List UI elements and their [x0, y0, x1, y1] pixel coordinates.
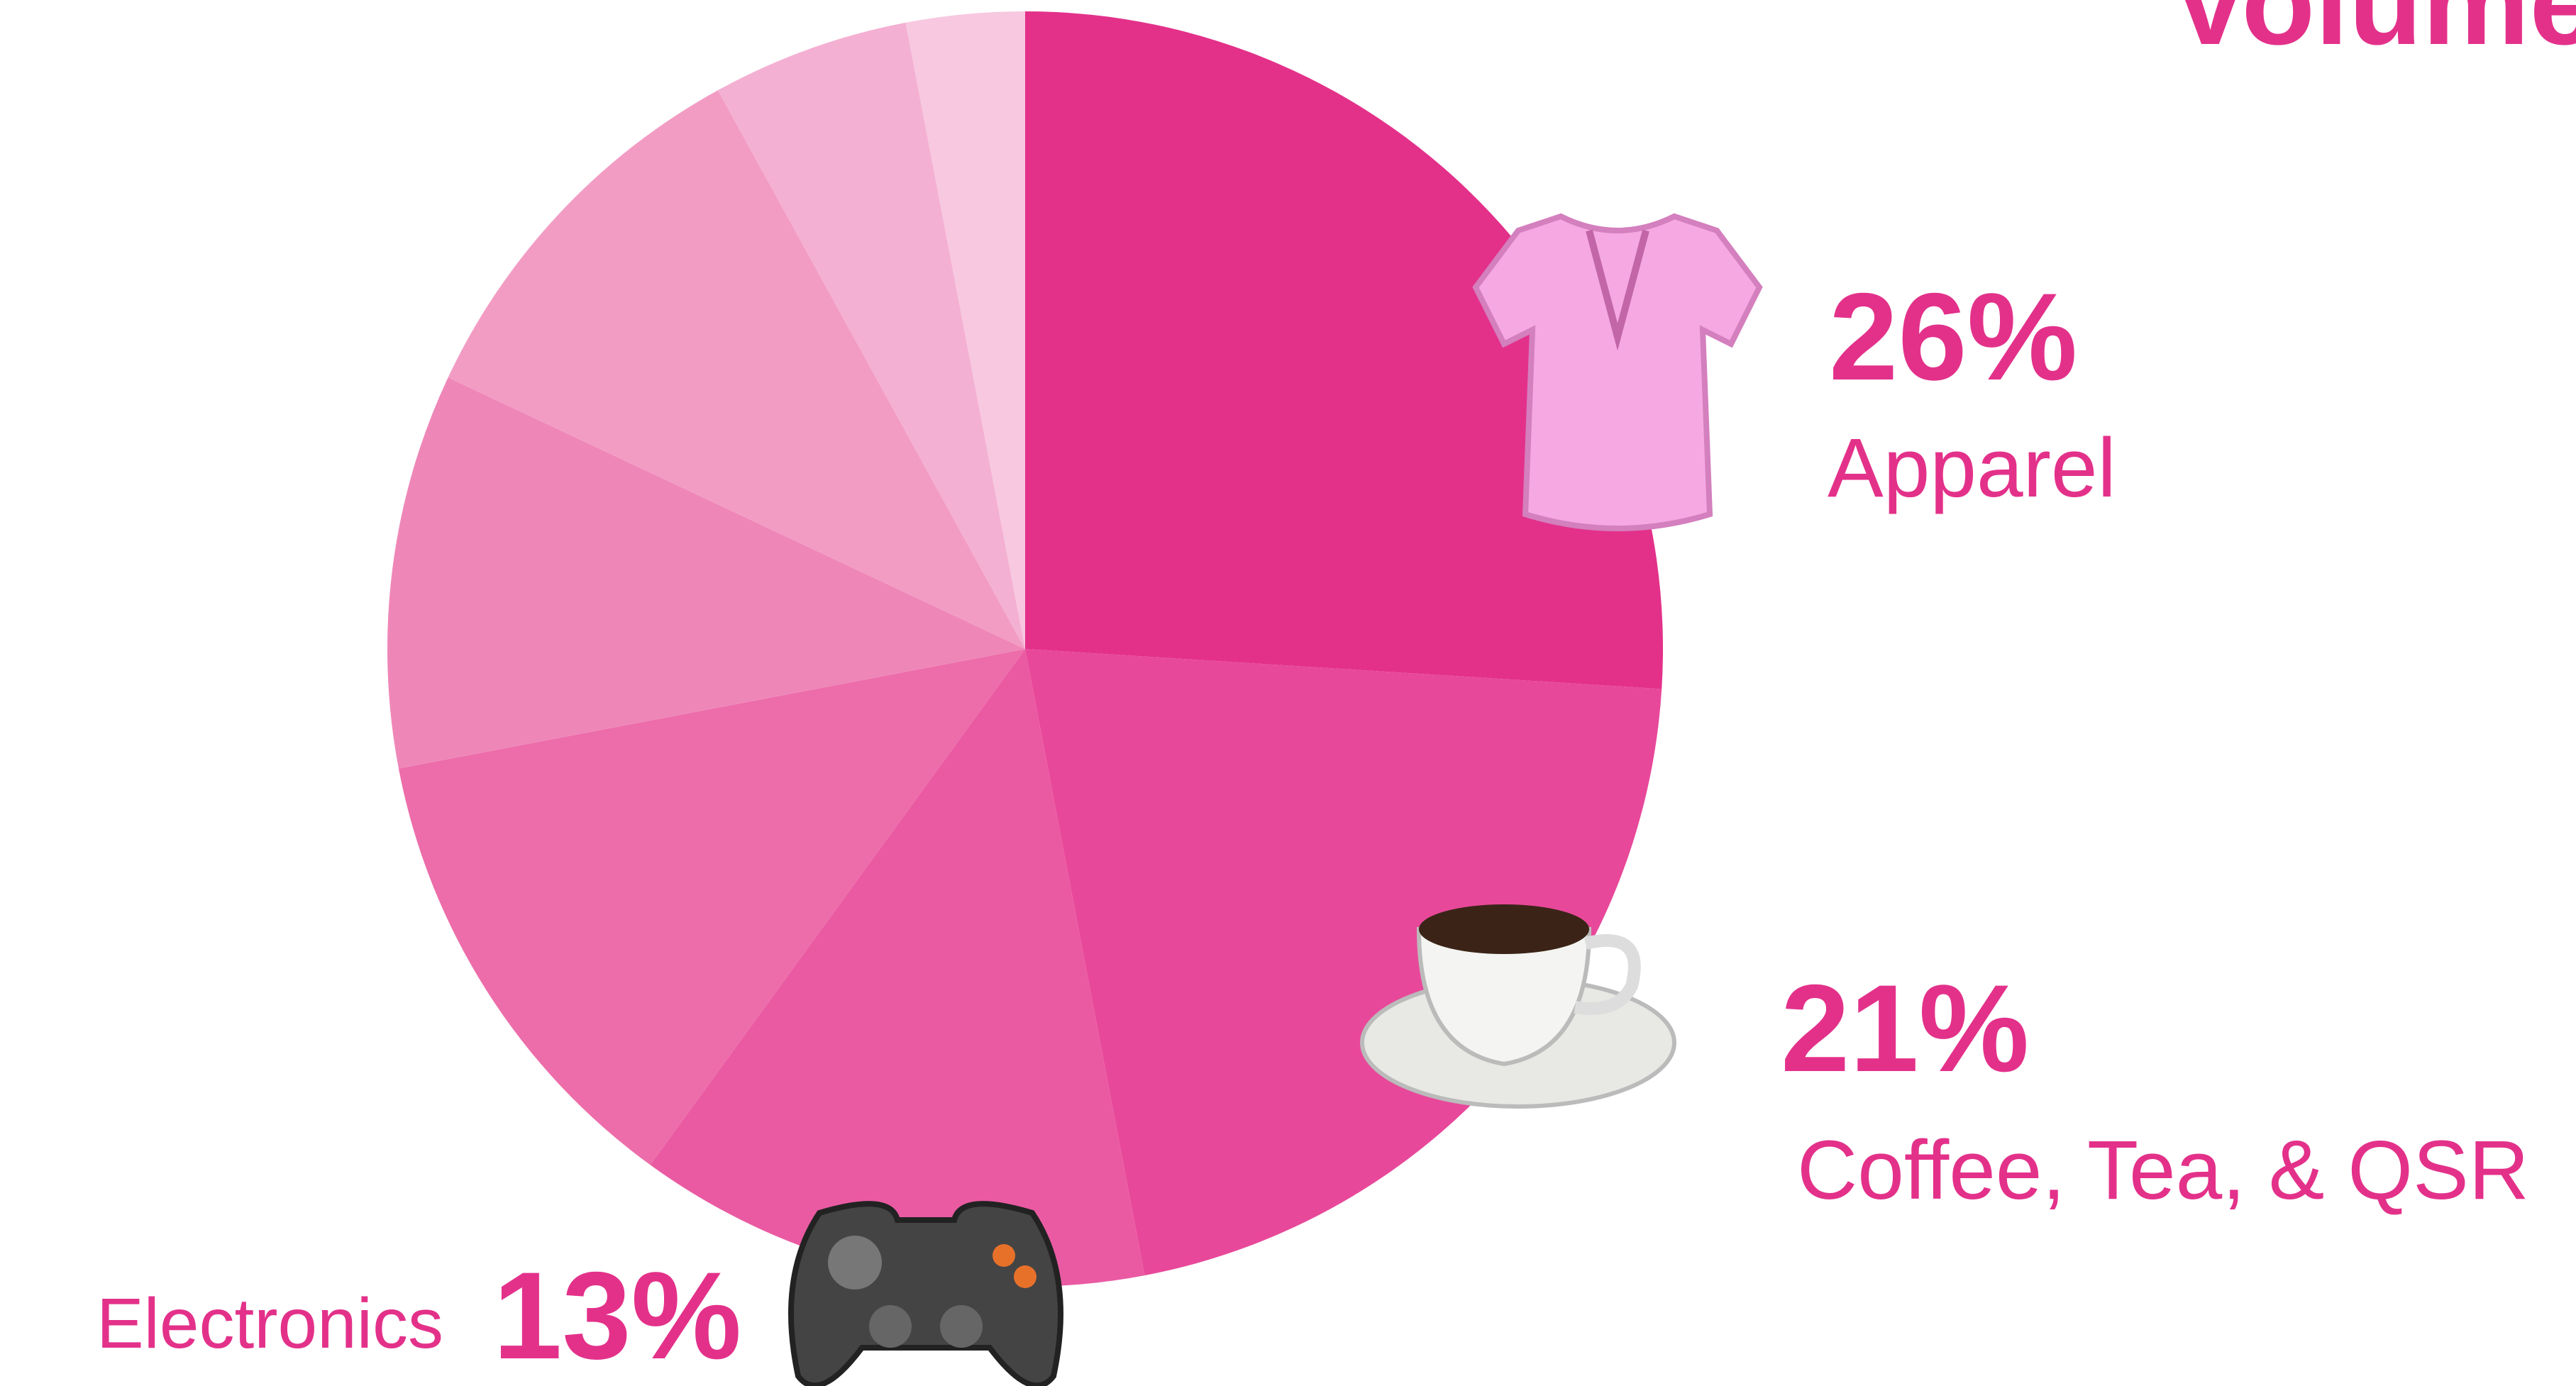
pie-slice [1025, 649, 1662, 1276]
pie-slice [1025, 11, 1663, 689]
pie-slice [650, 649, 1145, 1287]
pie-slice [448, 90, 1025, 649]
value-label: 13% [493, 1247, 741, 1385]
value-label: 21% [1781, 960, 2029, 1098]
controller-icon [788, 1201, 1063, 1386]
pie-slice [398, 649, 1025, 1165]
pie-slice [387, 377, 1025, 769]
coffee-icon [1360, 904, 1676, 1109]
category-label: Electronics [96, 1284, 443, 1363]
chart-title: Volume [2170, 0, 2576, 70]
shirt-icon [1472, 213, 1763, 531]
pie-slice [905, 11, 1025, 649]
category-label: Apparel [1828, 421, 2116, 515]
category-label: Coffee, Tea, & QSR [1797, 1124, 2529, 1217]
pie [387, 11, 1663, 1287]
labels: 26% Apparel 21% Coffee, Tea, & QSR 13% Electr… [96, 268, 2529, 1385]
value-label: 26% [1829, 268, 2077, 406]
pie-slice [717, 22, 1025, 649]
